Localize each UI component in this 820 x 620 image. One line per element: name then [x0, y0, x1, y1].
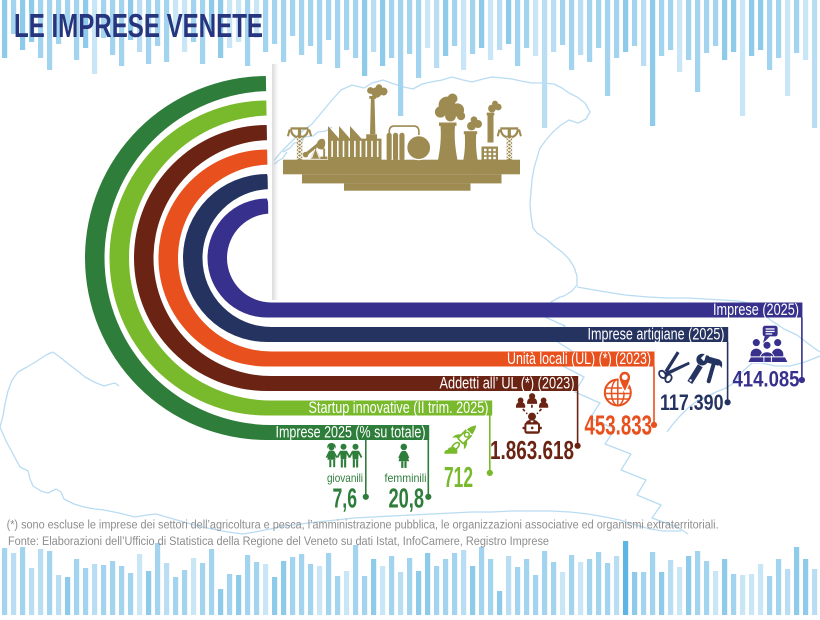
svg-text:20,8: 20,8: [389, 483, 425, 514]
svg-text:7,6: 7,6: [333, 483, 358, 514]
svg-text:(*) sono escluse le imprese de: (*) sono escluse le imprese dei settori …: [7, 518, 719, 532]
svg-text:414.085: 414.085: [733, 367, 800, 392]
svg-text:LE IMPRESE VENETE: LE IMPRESE VENETE: [14, 8, 263, 45]
svg-text:femminili: femminili: [385, 471, 427, 485]
svg-text:117.390: 117.390: [660, 390, 724, 415]
svg-text:giovanili: giovanili: [327, 471, 363, 485]
svg-text:Startup innovative (II trim. 2: Startup innovative (II trim. 2025): [309, 399, 489, 417]
svg-text:Addetti all’ UL (*) (2023): Addetti all’ UL (*) (2023): [440, 374, 575, 392]
svg-text:Imprese 2025 (% su totale): Imprese 2025 (% su totale): [276, 423, 426, 441]
svg-text:Imprese (2025): Imprese (2025): [713, 301, 799, 319]
svg-text:453.833: 453.833: [585, 410, 653, 441]
svg-text:712: 712: [444, 462, 473, 494]
svg-text:1.863.618: 1.863.618: [490, 435, 574, 465]
svg-text:Imprese artigiane (2025): Imprese artigiane (2025): [588, 325, 725, 343]
svg-text:Fonte: Elaborazioni dell’Uffic: Fonte: Elaborazioni dell’Ufficio di Stat…: [8, 534, 549, 548]
svg-text:Unità locali (UL) (*) (2023): Unità locali (UL) (*) (2023): [507, 350, 651, 368]
